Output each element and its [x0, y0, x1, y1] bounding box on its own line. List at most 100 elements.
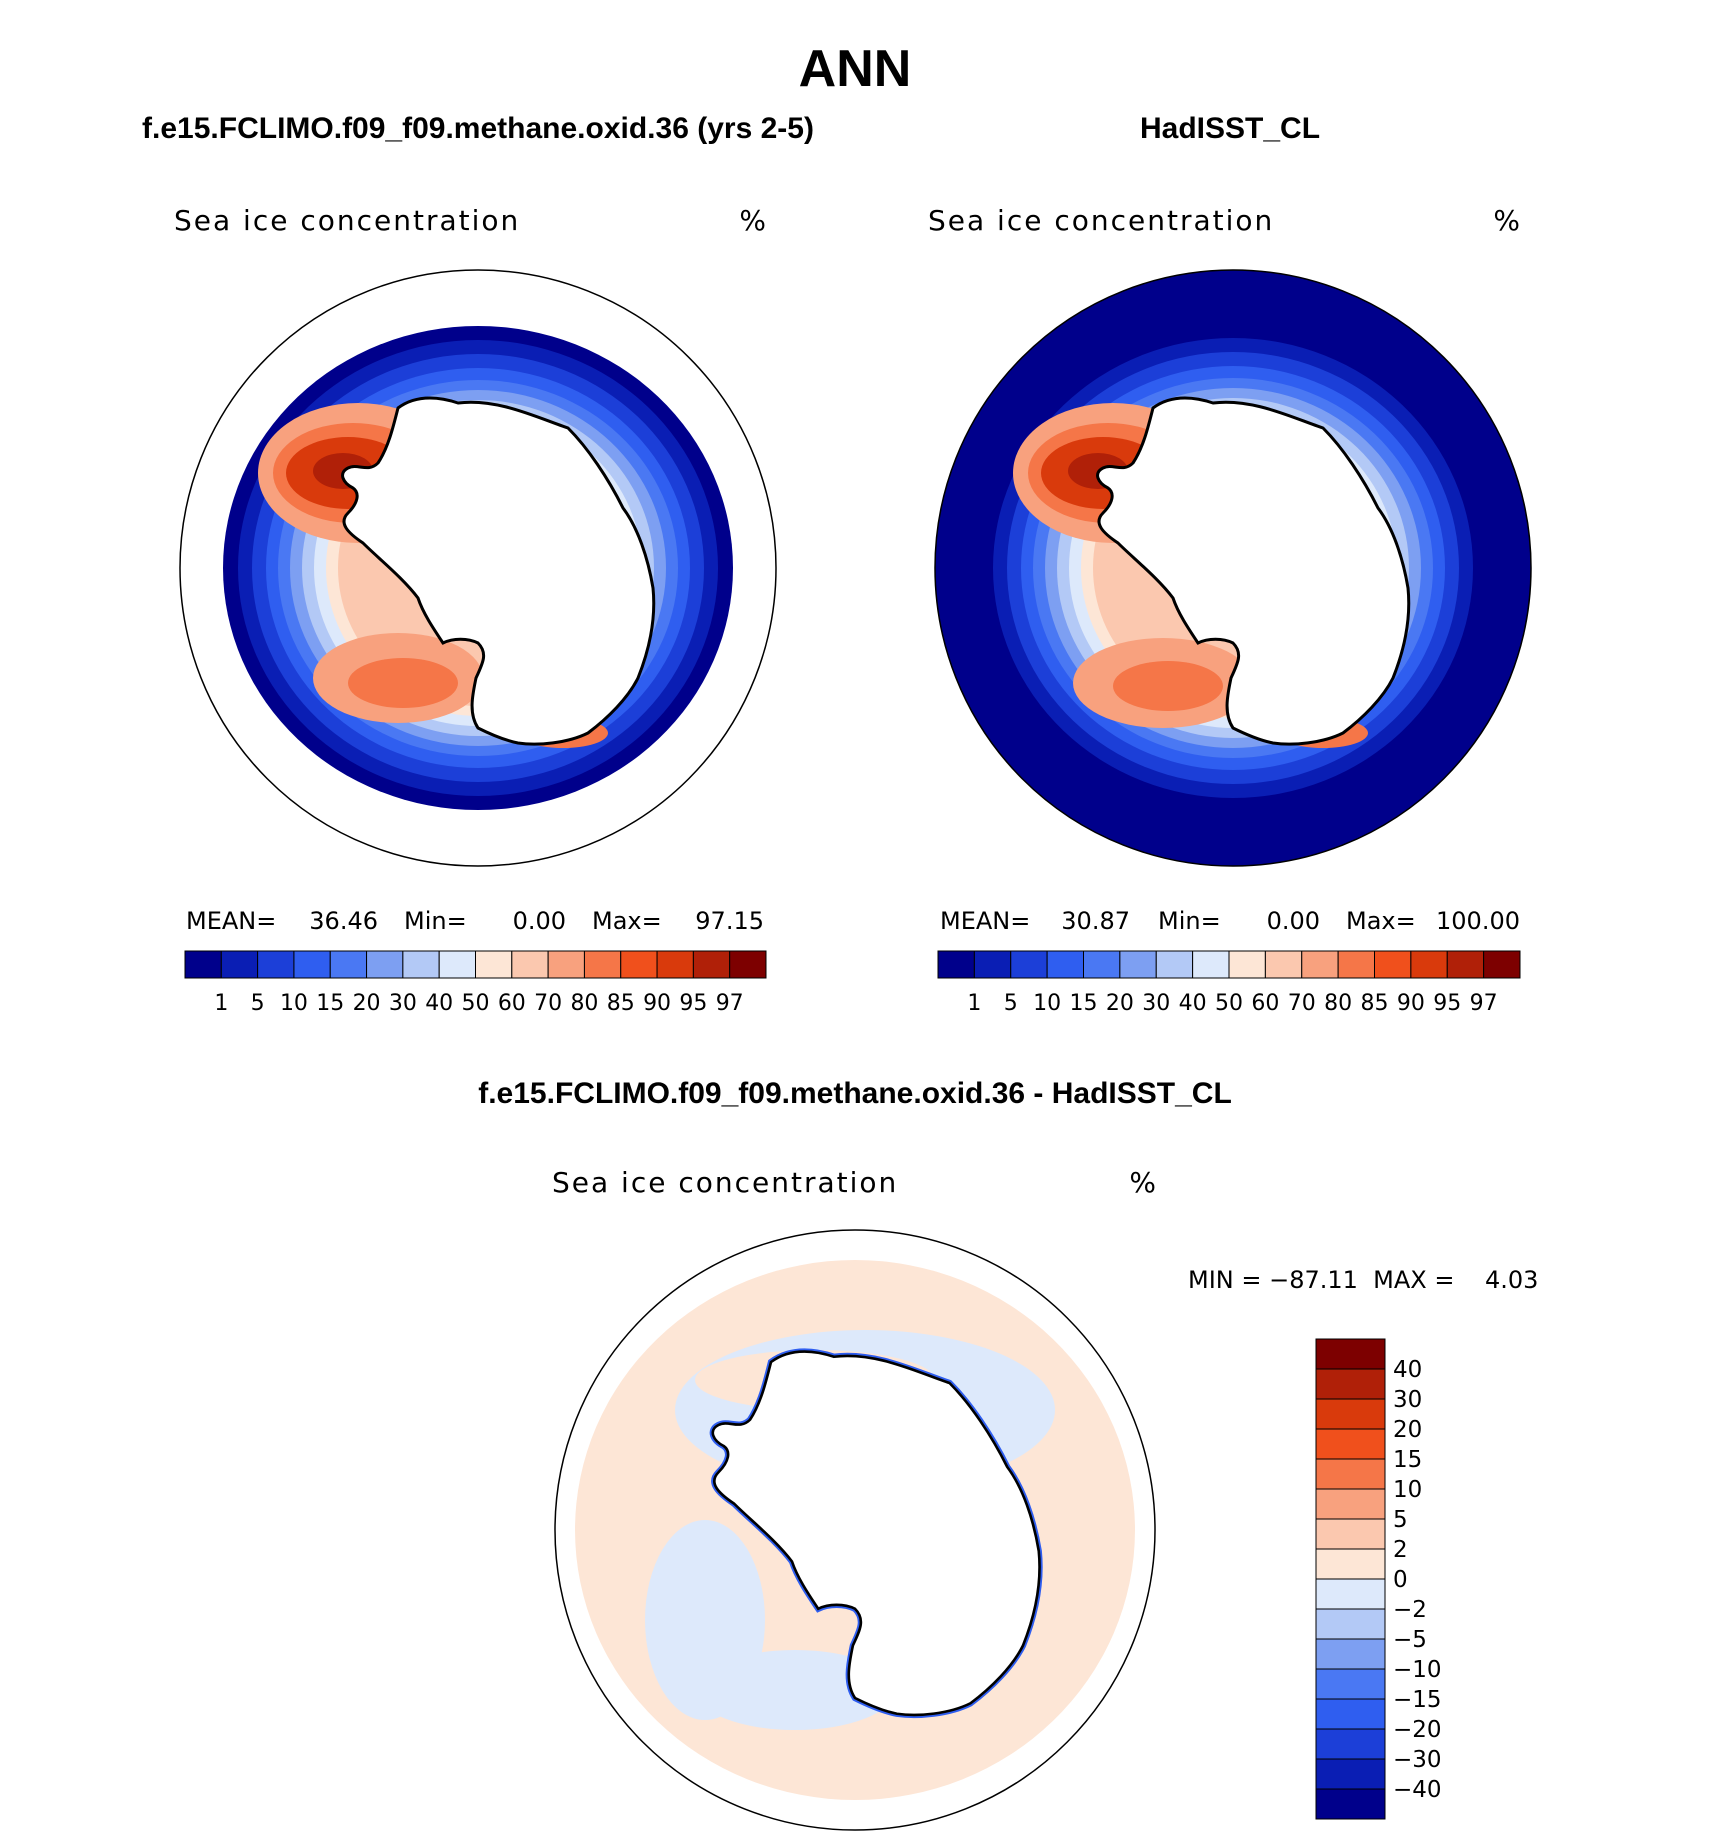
panel-heading: f.e15.FCLIMO.f09_f09.methane.oxid.36 - H…: [478, 1077, 1232, 1110]
mean-value: 36.46: [309, 907, 378, 935]
min-label: Min=: [1158, 907, 1221, 935]
colorbar-tick-label: 10: [280, 991, 308, 1016]
max-label: Max=: [592, 907, 662, 935]
min-value: 0.00: [1267, 907, 1320, 935]
colorbar-swatch: [656, 950, 694, 979]
variable-label: Sea ice concentration: [552, 1166, 898, 1199]
colorbar-swatch: [1315, 1548, 1386, 1580]
colorbar-swatch: [329, 950, 368, 979]
colorbar-swatch: [1315, 1638, 1386, 1670]
colorbar-swatch: [366, 950, 404, 979]
colorbar-obs: 1 5 10 15 20 30 40 50 60 70 80 85 90 95 97: [937, 950, 1521, 1016]
colorbar-swatch: [475, 950, 513, 979]
colorbar-swatch: [438, 950, 476, 979]
colorbar-swatch: [1337, 950, 1375, 979]
mean-label: MEAN=: [186, 907, 276, 935]
colorbar-swatch: [692, 950, 731, 979]
colorbar-swatch: [1374, 950, 1412, 979]
colorbar-tick-label: −10: [1393, 1657, 1442, 1683]
max-value: 100.00: [1436, 907, 1520, 935]
colorbar-tick-label: 40: [1179, 991, 1207, 1016]
colorbar-swatch: [1228, 950, 1266, 979]
variable-label: Sea ice concentration: [174, 204, 520, 237]
colorbar-swatch: [1010, 950, 1048, 979]
colorbar-tick-label: 0: [1393, 1567, 1408, 1593]
colorbar-tick-label: −40: [1393, 1777, 1442, 1803]
colorbar-swatch: [1192, 950, 1230, 979]
colorbar-tick-label: 30: [389, 991, 417, 1016]
polar-map: [935, 270, 1531, 866]
colorbar-tick-label: −5: [1393, 1627, 1427, 1653]
colorbar-tick-label: 97: [1470, 991, 1498, 1016]
min-max-readout: MIN = −87.11 MAX = 4.03: [1188, 1266, 1538, 1294]
colorbar-swatch: [1264, 950, 1303, 979]
colorbar-tick-label: 95: [1433, 991, 1461, 1016]
max-value: 97.15: [695, 907, 764, 935]
min-label: Min=: [404, 907, 467, 935]
colorbar-tick-label: 80: [570, 991, 598, 1016]
units-label: %: [1493, 204, 1520, 237]
colorbar-swatch: [1315, 1368, 1386, 1400]
colorbar-tick-label: −2: [1393, 1597, 1427, 1623]
colorbar-tick-label: 1: [214, 991, 228, 1016]
colorbar-tick-label: 90: [643, 991, 671, 1016]
colorbar-tick-label: 60: [498, 991, 526, 1016]
colorbar-swatch: [184, 950, 222, 979]
colorbar-swatch: [583, 950, 622, 979]
colorbar-swatch: [1301, 950, 1339, 979]
colorbar-swatch: [1315, 1608, 1386, 1640]
colorbar-swatch: [1315, 1788, 1386, 1820]
colorbar-tick-label: 15: [1393, 1447, 1422, 1473]
colorbar-swatch: [729, 950, 767, 979]
colorbar-swatch: [1315, 1518, 1386, 1550]
colorbar-swatch: [973, 950, 1012, 979]
colorbar-swatch: [547, 950, 585, 979]
colorbar-swatch: [1315, 1458, 1386, 1490]
colorbar-tick-label: 10: [1033, 991, 1061, 1016]
colorbar-swatch: [937, 950, 975, 979]
max-label: Max=: [1346, 907, 1416, 935]
colorbar-swatch: [1046, 950, 1084, 979]
colorbar-tick-label: 15: [1070, 991, 1098, 1016]
colorbar-swatch: [257, 950, 295, 979]
colorbar-tick-label: 70: [1288, 991, 1316, 1016]
colorbar-swatch: [402, 950, 440, 979]
panel-diff: f.e15.FCLIMO.f09_f09.methane.oxid.36 - H…: [478, 1077, 1538, 1831]
colorbar-swatch: [220, 950, 259, 979]
colorbar-tick-label: 1: [967, 991, 981, 1016]
colorbar-model: 1 5 10 15 20 30 40 50 60 70 80 85 90 95 97: [184, 950, 767, 1016]
colorbar-swatch: [1315, 1338, 1386, 1370]
units-label: %: [1129, 1166, 1156, 1199]
colorbar-tick-label: 5: [251, 991, 265, 1016]
colorbar-tick-label: 40: [425, 991, 453, 1016]
colorbar-swatch: [511, 950, 549, 979]
colorbar-tick-label: 30: [1142, 991, 1170, 1016]
colorbar-tick-label: 5: [1004, 991, 1018, 1016]
colorbar-swatch: [1446, 950, 1485, 979]
colorbar-tick-label: 60: [1251, 991, 1279, 1016]
colorbar-swatch: [1119, 950, 1157, 979]
colorbar-swatch: [1155, 950, 1194, 979]
variable-label: Sea ice concentration: [928, 204, 1274, 237]
colorbar-swatch: [1315, 1698, 1386, 1730]
colorbar-swatch: [1410, 950, 1448, 979]
colorbar-swatch: [1315, 1728, 1386, 1760]
colorbar-tick-label: 85: [1361, 991, 1389, 1016]
colorbar-tick-label: 50: [1215, 991, 1243, 1016]
colorbar-tick-label: 80: [1324, 991, 1352, 1016]
colorbar-tick-label: 30: [1393, 1387, 1422, 1413]
colorbar-tick-label: 20: [1393, 1417, 1422, 1443]
colorbar-swatch: [293, 950, 331, 979]
colorbar-tick-label: 40: [1393, 1357, 1422, 1383]
colorbar-tick-label: 85: [607, 991, 635, 1016]
colorbar-swatch: [1315, 1668, 1386, 1700]
colorbar-tick-label: −20: [1393, 1717, 1442, 1743]
colorbar-swatch: [1083, 950, 1121, 979]
colorbar-tick-label: 20: [1106, 991, 1134, 1016]
page-title: ANN: [799, 40, 912, 98]
colorbar-tick-label: −30: [1393, 1747, 1442, 1773]
panel-obs: HadISST_CL Sea ice concentration %: [928, 112, 1532, 1016]
colorbar-tick-label: 20: [353, 991, 381, 1016]
